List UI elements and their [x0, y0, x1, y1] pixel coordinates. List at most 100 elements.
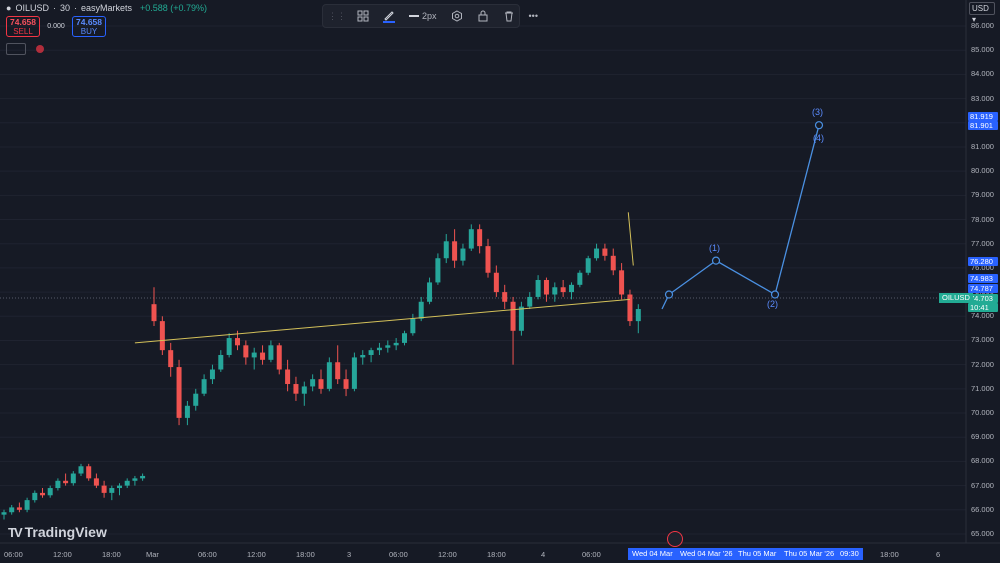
- candle-body: [55, 480, 61, 489]
- template-icon[interactable]: [357, 10, 369, 22]
- pencil-color-icon[interactable]: [383, 9, 395, 23]
- candle-body: [468, 229, 474, 249]
- candle-body: [560, 287, 566, 293]
- buy-label: BUY: [80, 27, 98, 36]
- time-tick-label: 12:00: [247, 550, 266, 559]
- drag-handle-icon[interactable]: ⋮⋮: [328, 10, 346, 21]
- buy-button[interactable]: 74.658 BUY: [72, 16, 106, 37]
- sell-button[interactable]: 74.658 SELL: [6, 16, 40, 37]
- candle-body: [293, 384, 299, 394]
- price-tick-label: 70.000: [971, 408, 994, 418]
- time-tick-label: 06:00: [582, 550, 601, 559]
- candle-body: [610, 255, 616, 271]
- price-tick-label: 68.000: [971, 456, 994, 466]
- candle-body: [193, 393, 199, 406]
- candle-body: [201, 379, 207, 394]
- candle-body: [410, 318, 416, 334]
- line-width-label: 2px: [422, 11, 437, 21]
- candle-body: [485, 246, 491, 273]
- settings-icon[interactable]: [451, 10, 463, 22]
- price-tick-label: 74.000: [971, 311, 994, 321]
- candle-body: [335, 362, 341, 380]
- price-tick-label: 78.000: [971, 214, 994, 224]
- candle-body: [16, 507, 22, 510]
- candle-body: [535, 280, 541, 297]
- tv-logo-icon: TV: [8, 524, 23, 540]
- price-tag: 81.901: [968, 121, 998, 130]
- candle-body: [63, 480, 69, 484]
- candle-body: [552, 287, 558, 295]
- candle-body: [243, 345, 249, 358]
- candle-body: [310, 379, 316, 387]
- candle-body: [117, 485, 122, 489]
- candle-body: [276, 345, 282, 370]
- candle-body: [226, 338, 232, 355]
- price-tick-label: 77.000: [971, 238, 994, 248]
- candle-body: [527, 296, 533, 307]
- candle-body: [452, 241, 458, 261]
- interval[interactable]: 30: [59, 3, 70, 13]
- currency-label: USD: [972, 4, 989, 13]
- broker: easyMarkets: [80, 3, 132, 13]
- candle-body: [343, 379, 349, 389]
- candle-body: [168, 350, 174, 368]
- trendline-upper: [627, 212, 634, 266]
- candle-body: [326, 362, 332, 389]
- sell-price: 74.658: [10, 17, 36, 27]
- candle-body: [93, 478, 99, 486]
- candle-body: [627, 294, 633, 322]
- brand-name: TradingView: [24, 524, 107, 540]
- tradingview-logo[interactable]: TV TradingView: [8, 524, 107, 540]
- candle-body: [368, 350, 374, 355]
- wave-point: [664, 290, 674, 299]
- candle-body: [70, 473, 76, 484]
- currency-selector[interactable]: USD ▾: [969, 2, 995, 24]
- price-tag: 76.280: [968, 257, 998, 266]
- alert-icon[interactable]: [36, 45, 44, 53]
- time-tick-label: Mar: [146, 550, 159, 559]
- lock-icon[interactable]: [477, 10, 489, 22]
- candle-body: [585, 258, 591, 273]
- wave-label-2: (2): [767, 299, 778, 309]
- line-width-selector[interactable]: 2px: [409, 11, 437, 21]
- more-icon[interactable]: •••: [528, 11, 538, 21]
- time-tick-label: 18:00: [296, 550, 315, 559]
- economic-event-icon[interactable]: [667, 531, 683, 547]
- wave-label-1: (1): [709, 243, 720, 253]
- candle-body: [385, 345, 391, 348]
- candle-body: [184, 405, 190, 418]
- candle-body: [418, 301, 424, 319]
- price-tick-label: 67.000: [971, 480, 994, 490]
- candle-body: [32, 492, 38, 501]
- candle-body: [159, 321, 165, 351]
- time-tick-label: 3: [347, 550, 352, 559]
- candle-body: [635, 309, 641, 322]
- time-tick-label: 6: [936, 550, 941, 559]
- trash-icon[interactable]: [503, 10, 515, 22]
- price-tick-label: 76.000: [971, 262, 994, 272]
- price-tick-label: 66.000: [971, 504, 994, 514]
- candle-body: [569, 284, 574, 293]
- time-highlight-label: Wed 04 Mar: [628, 548, 677, 560]
- candle-body: [518, 306, 524, 331]
- candle-body: [360, 354, 366, 358]
- grid: [0, 25, 966, 535]
- candle-body: [140, 475, 146, 479]
- symbol-name[interactable]: OILUSD: [15, 3, 49, 13]
- candle-body: [151, 304, 157, 322]
- symbol-icon: ●: [6, 3, 12, 13]
- candle-body: [435, 258, 441, 283]
- time-tick-label: 06:00: [198, 550, 217, 559]
- candle-body: [393, 342, 399, 346]
- price-tick-label: 80.000: [971, 166, 994, 176]
- price-tick-label: 71.000: [971, 383, 994, 393]
- indicator-toggle[interactable]: [6, 43, 26, 55]
- price-tick-label: 84.000: [971, 69, 994, 79]
- candles-series: [1, 224, 641, 520]
- time-tick-label: 18:00: [880, 550, 899, 559]
- candle-body: [301, 386, 307, 394]
- candle-body: [285, 369, 291, 385]
- candle-body: [402, 333, 407, 343]
- price-tick-label: 69.000: [971, 432, 994, 442]
